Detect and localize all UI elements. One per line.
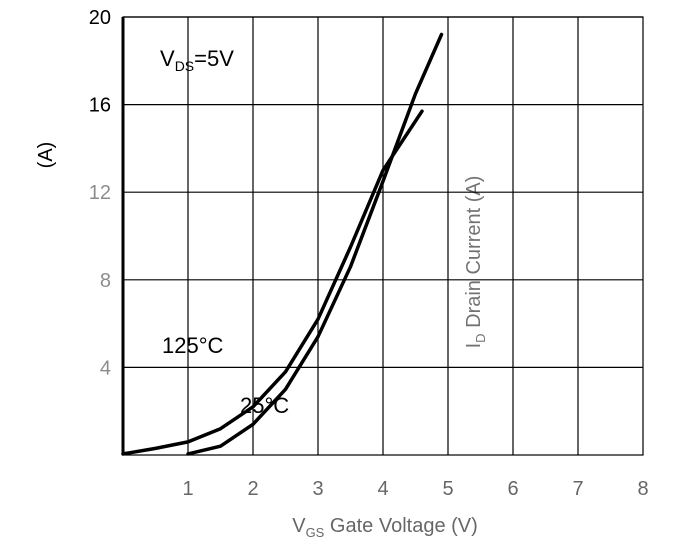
x-tick-label-1: 1 <box>182 478 193 500</box>
x-tick-label-3: 3 <box>312 478 323 500</box>
y-tick-label-12: 12 <box>89 182 111 204</box>
x-tick-label-8: 8 <box>637 478 648 500</box>
x-tick-label-5: 5 <box>442 478 453 500</box>
y-tick-label-20: 20 <box>89 7 111 29</box>
y-tick-label-8: 8 <box>100 270 111 292</box>
series-line-25c <box>186 32 444 456</box>
series-label-25c: 25°C <box>240 393 289 418</box>
chart-series <box>121 32 444 456</box>
chart-grid <box>121 16 644 456</box>
y-axis-title: (A) <box>35 142 57 169</box>
series-line-125c <box>121 109 424 456</box>
y-tick-label-16: 16 <box>89 95 111 117</box>
y-tick-label-4: 4 <box>100 357 111 379</box>
x-tick-label-6: 6 <box>507 478 518 500</box>
series-label-125c: 125°C <box>162 333 224 358</box>
x-tick-label-4: 4 <box>377 478 388 500</box>
x-axis-title: VGS Gate Voltage (V) <box>292 515 478 540</box>
x-tick-label-2: 2 <box>247 478 258 500</box>
vds-annotation: VDS=5V <box>160 46 234 74</box>
x-tick-label-7: 7 <box>572 478 583 500</box>
y-axis-title-faded: ID Drain Current (A) <box>463 176 488 349</box>
